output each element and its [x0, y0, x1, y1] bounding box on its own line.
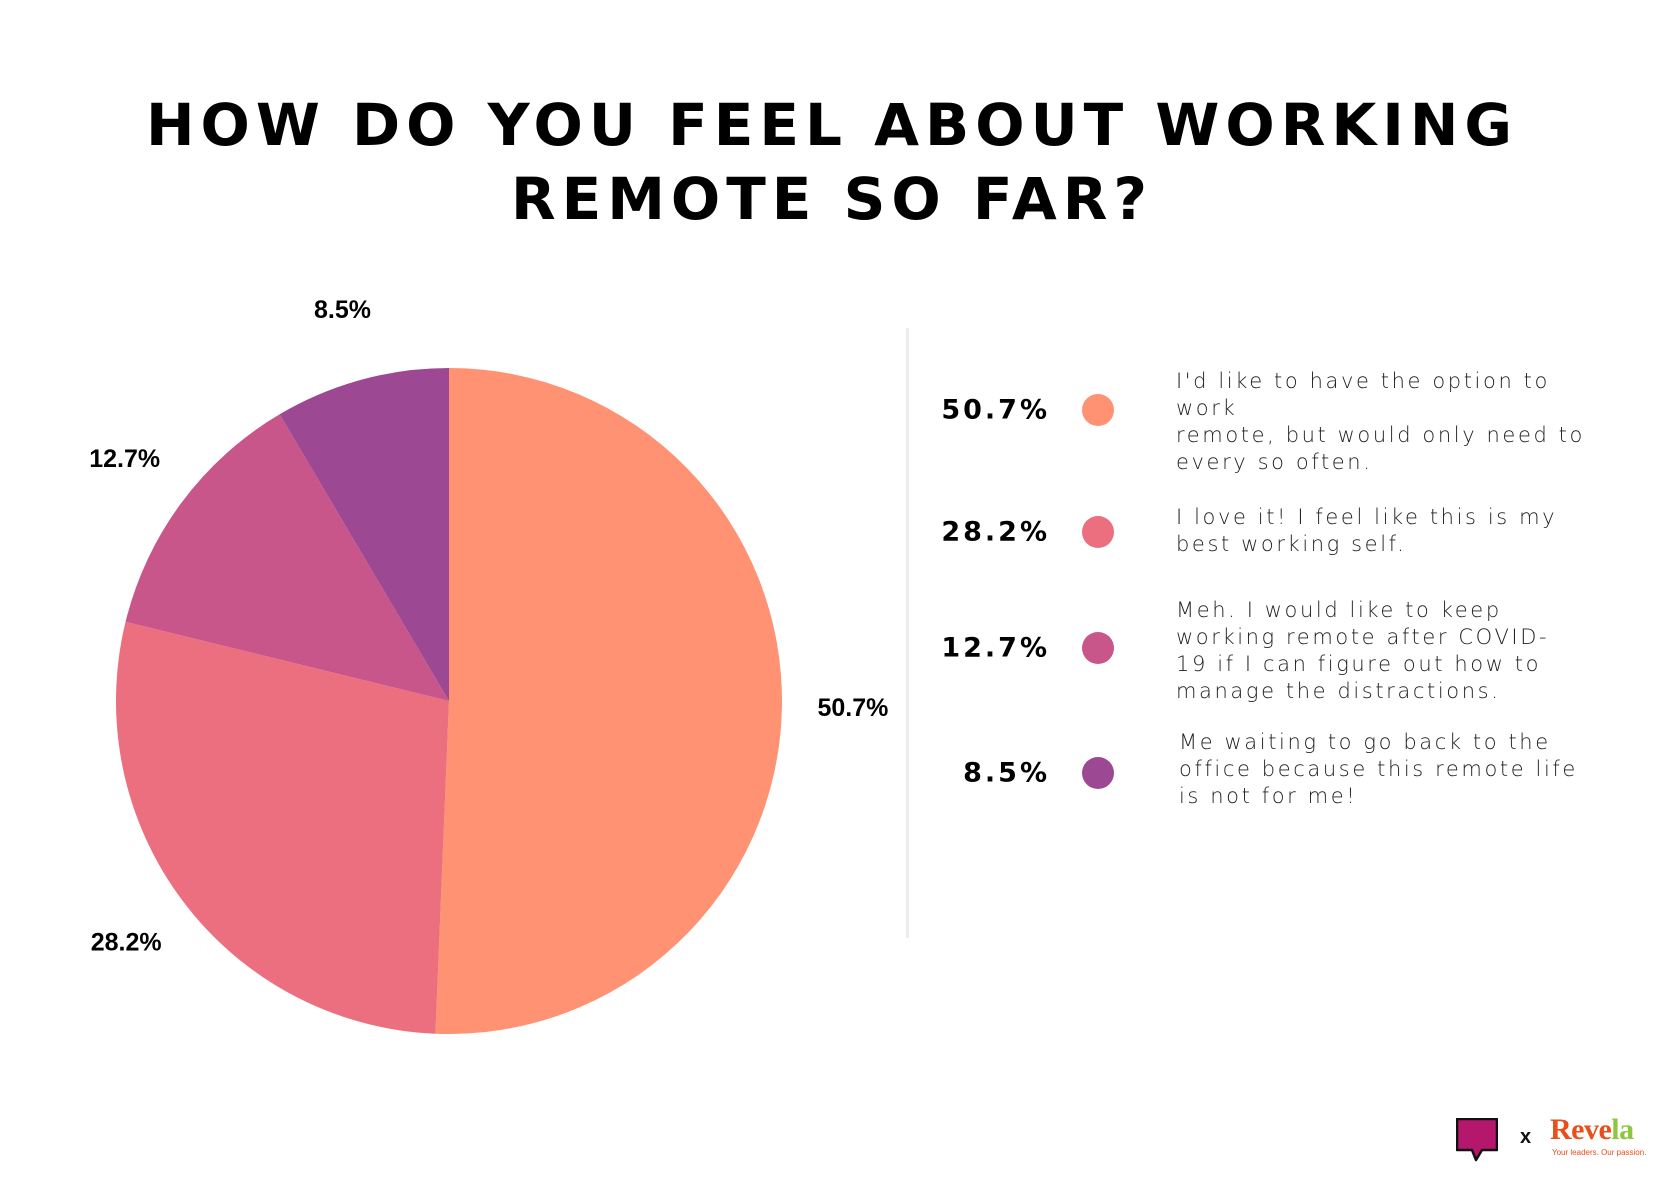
pie-slice-label-1: 50.7%	[817, 694, 888, 722]
legend-description: Meh. I would like to keep working remote…	[1176, 597, 1616, 705]
pie-slice-1	[435, 368, 782, 1034]
legend-description-line: manage the distractions.	[1176, 679, 1501, 703]
revela-logo: Revela	[1550, 1114, 1634, 1146]
legend-description-line: 19 if I can figure out how to	[1176, 652, 1542, 676]
revela-logo-part-1: Reve	[1550, 1113, 1612, 1146]
legend-color-dot	[1082, 757, 1114, 789]
pie-slice-label-4: 8.5%	[314, 296, 371, 324]
legend-description-line: Me waiting to go back to the	[1179, 730, 1551, 754]
chart-title: HOW DO YOU FEEL ABOUT WORKING REMOTE SO …	[0, 88, 1664, 236]
legend-percent: 8.5%	[963, 757, 1050, 789]
legend-color-dot	[1082, 632, 1114, 664]
legend-description-line: Meh. I would like to keep	[1176, 598, 1502, 622]
legend-percent: 28.2%	[941, 516, 1050, 548]
legend-description-line: remote, but would only need to	[1176, 423, 1585, 447]
legend-description-line: is not for me!	[1179, 784, 1358, 808]
chart-title-line-1: HOW DO YOU FEEL ABOUT WORKING	[145, 91, 1519, 159]
pie-slice-label-3: 12.7%	[89, 445, 160, 473]
legend-description-line: best working self.	[1176, 532, 1407, 556]
pie-slice-4	[279, 368, 449, 701]
legend-description: I'd like to have the option to work remo…	[1176, 368, 1616, 476]
chart-title-line-2: REMOTE SO FAR?	[510, 165, 1154, 233]
legend-description-line: every so often.	[1176, 450, 1373, 474]
legend-percent: 12.7%	[941, 632, 1050, 664]
legend-description-line: office because this remote life	[1179, 757, 1578, 781]
revela-tagline: Your leaders. Our passion.	[1552, 1148, 1647, 1157]
legend-percent: 50.7%	[941, 394, 1050, 426]
legend-description-line: I love it! I feel like this is my	[1176, 505, 1558, 529]
logo-separator: x	[1520, 1126, 1532, 1148]
legend-color-dot	[1082, 516, 1114, 548]
legend-description-line: working remote after COVID-	[1176, 625, 1550, 649]
legend-description: I love it! I feel like this is my best w…	[1176, 504, 1616, 558]
pie-slice-3	[125, 414, 449, 701]
vertical-divider	[906, 328, 909, 938]
revela-logo-part-2: la	[1611, 1113, 1634, 1146]
legend-description: Me waiting to go back to the office beca…	[1179, 729, 1619, 810]
pie-slice-label-2: 28.2%	[91, 928, 162, 956]
speech-bubble-logo-icon	[1456, 1118, 1498, 1162]
legend-description-line: I'd like to have the option to work	[1176, 369, 1550, 420]
pie-slice-2	[115, 621, 449, 1034]
legend-color-dot	[1082, 394, 1114, 426]
branding-logos: x Revela Your leaders. Our passion.	[1452, 1114, 1652, 1164]
